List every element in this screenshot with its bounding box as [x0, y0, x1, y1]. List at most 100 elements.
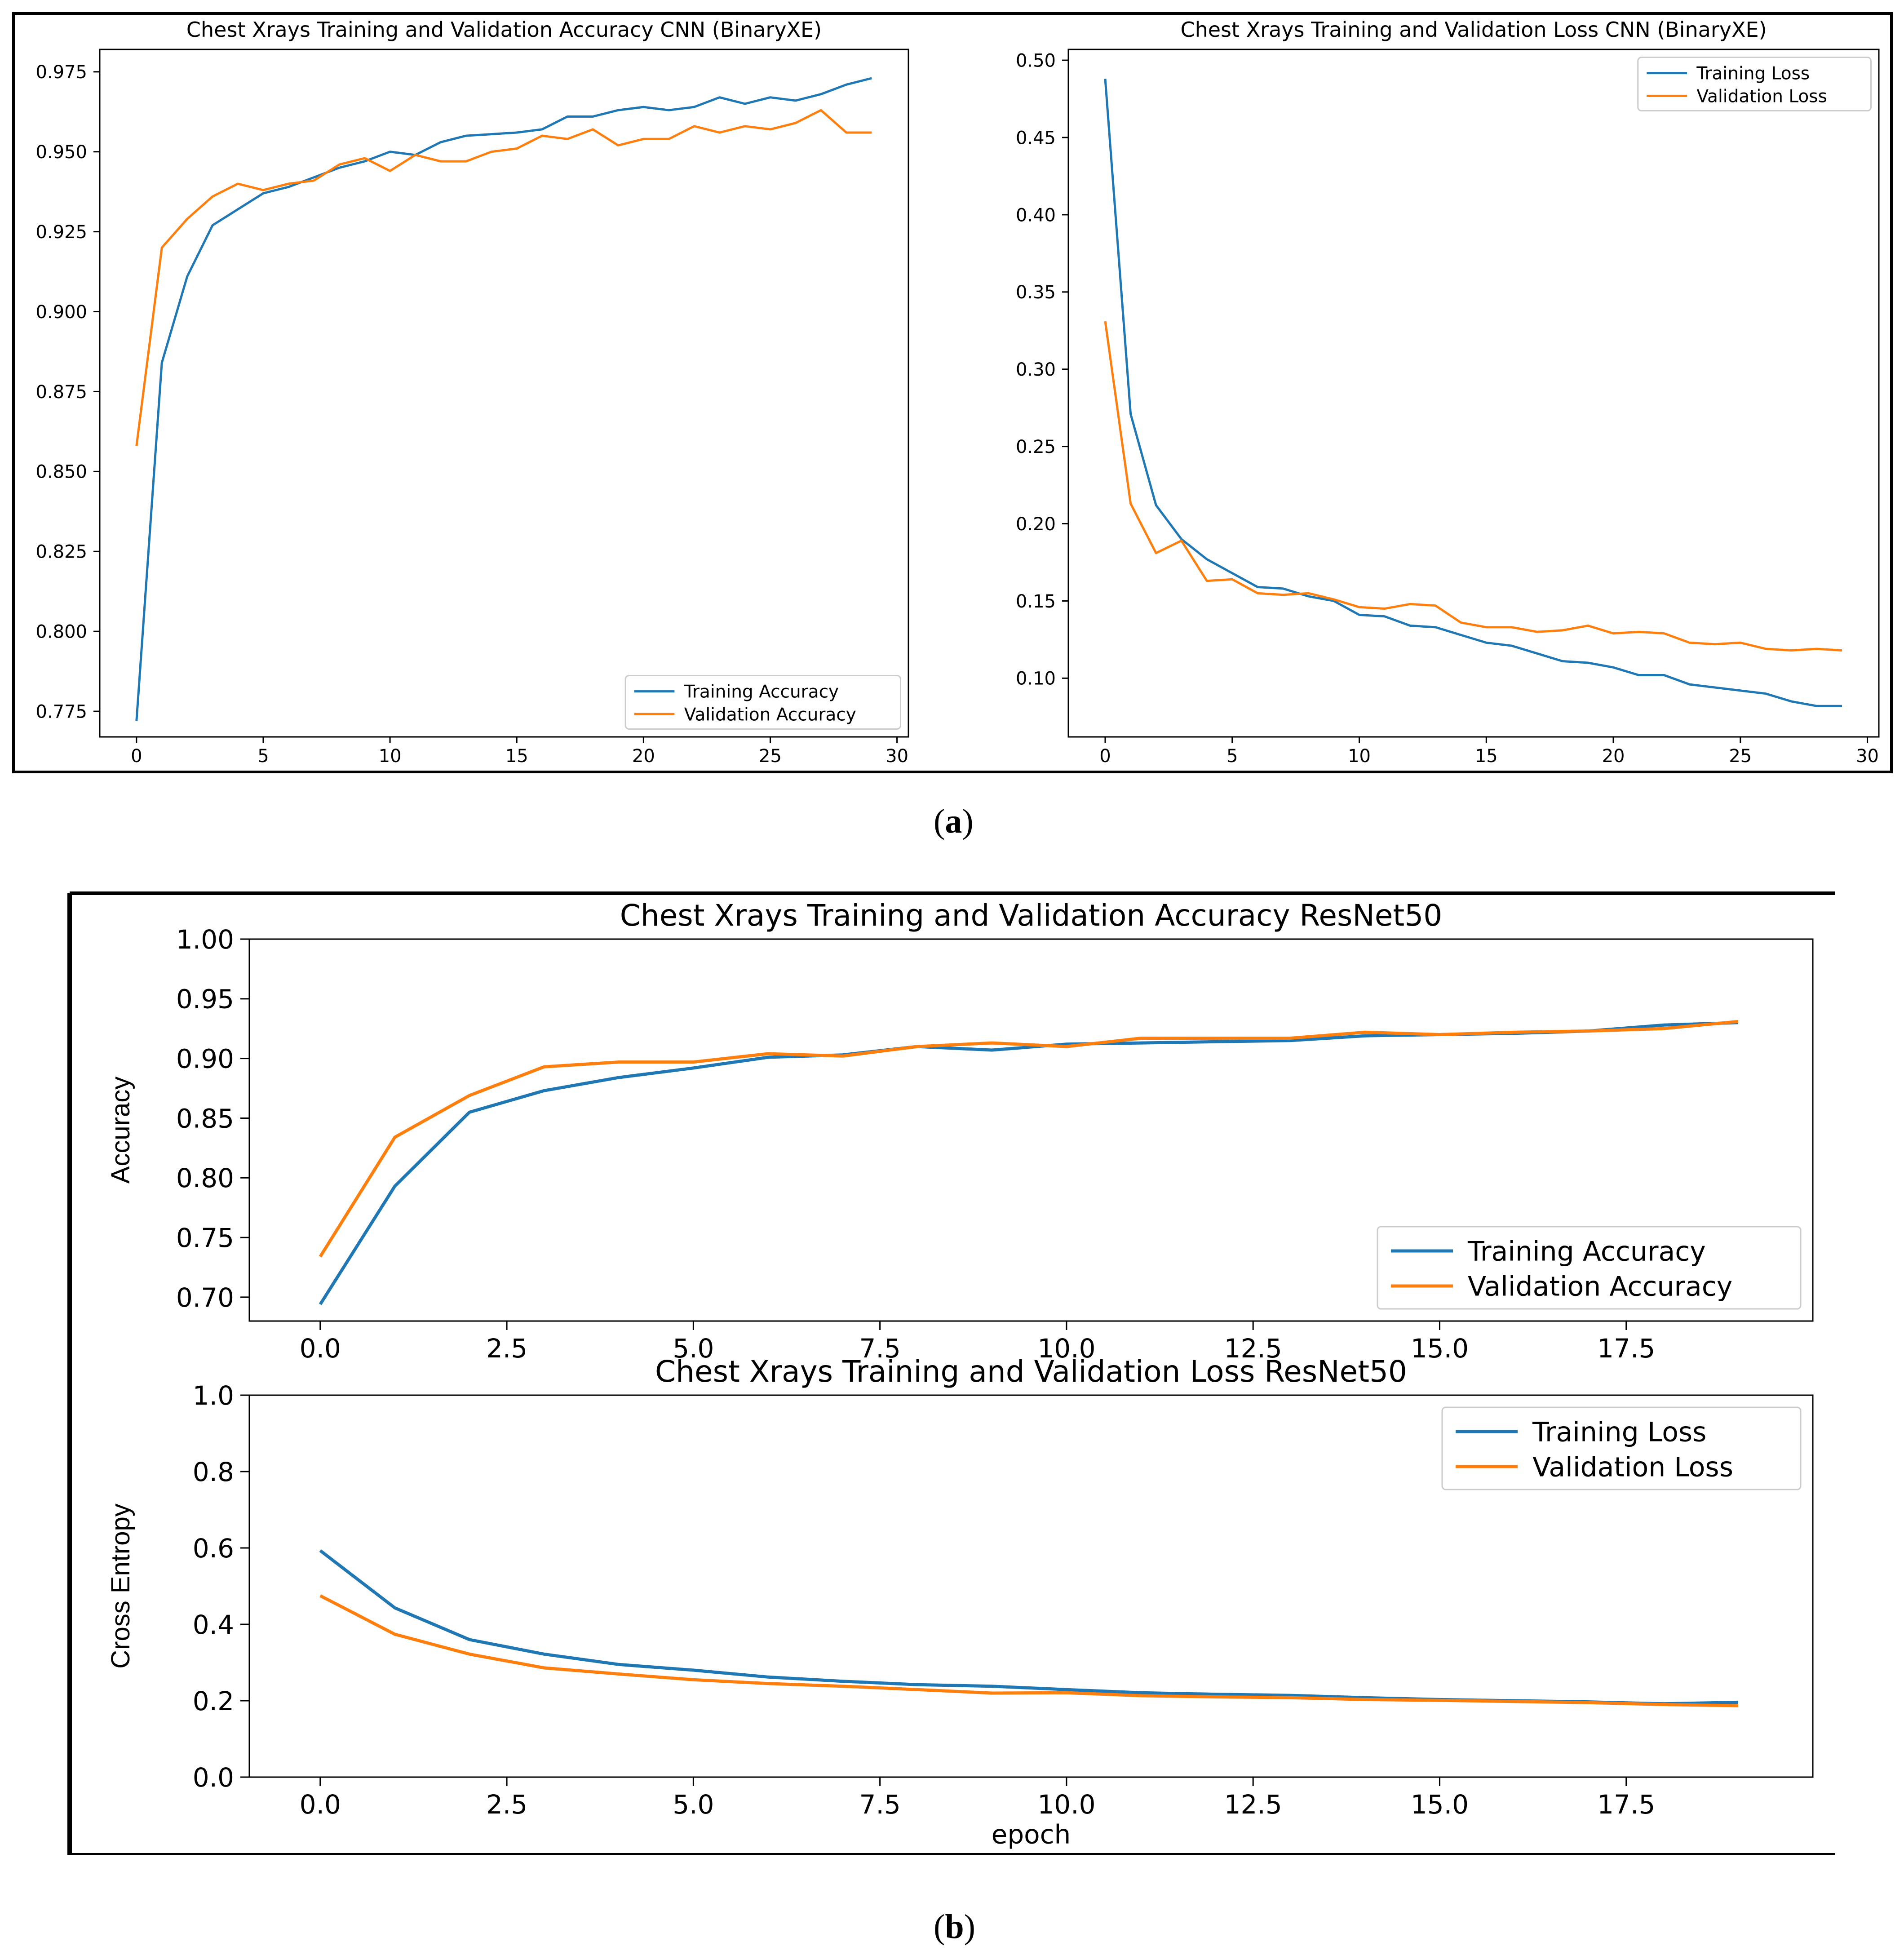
x-tick-label: 17.5	[1597, 1333, 1655, 1364]
series-line-training-accuracy	[135, 77, 872, 721]
caption-a: (a)	[934, 803, 974, 840]
x-tick-label: 10.0	[1037, 1333, 1095, 1364]
x-tick-label: 5.0	[673, 1789, 714, 1820]
x-tick-label: 2.5	[486, 1789, 527, 1820]
x-tick-label: 0	[131, 746, 142, 767]
legend-label: Training Accuracy	[1467, 1236, 1706, 1268]
x-tick-label: 7.5	[859, 1333, 901, 1364]
chart-title: Chest Xrays Training and Validation Loss…	[655, 1354, 1407, 1389]
legend-label: Training Loss	[1532, 1417, 1706, 1448]
y-tick-label: 1.00	[176, 924, 234, 955]
caption-b-letter: b	[945, 1908, 964, 1946]
y-tick-label: 1.0	[193, 1380, 234, 1411]
y-tick-label: 0.8	[193, 1457, 234, 1487]
legend-label: Validation Loss	[1696, 86, 1827, 106]
x-tick-label: 30	[1856, 746, 1879, 767]
x-tick-label: 15	[1475, 746, 1498, 767]
x-tick-label: 12.5	[1224, 1789, 1282, 1820]
y-tick-label: 0.2	[193, 1686, 234, 1716]
panel-a-frame	[12, 12, 1893, 773]
x-tick-label: 15	[505, 746, 528, 767]
chart-cnn_accuracy: Chest Xrays Training and Validation Accu…	[35, 18, 909, 767]
x-tick-label: 20	[1602, 746, 1625, 767]
legend-label: Validation Accuracy	[684, 705, 856, 725]
legend-label: Training Loss	[1696, 64, 1810, 84]
x-tick-label: 15.0	[1411, 1333, 1469, 1364]
y-tick-label: 0.975	[35, 62, 87, 83]
chart-title: Chest Xrays Training and Validation Accu…	[186, 18, 822, 42]
legend-box	[624, 675, 901, 730]
axes-frame	[248, 938, 1814, 1322]
series-line-validation-loss	[319, 1594, 1738, 1707]
legend-label: Validation Loss	[1532, 1452, 1733, 1483]
x-tick-label: 10	[1348, 746, 1371, 767]
y-tick-label: 0.15	[1016, 591, 1056, 612]
charts-layer: Chest Xrays Training and Validation Accu…	[35, 18, 1880, 1850]
legend-label: Training Accuracy	[684, 682, 839, 702]
x-tick-label: 12.5	[1224, 1333, 1282, 1364]
x-tick-label: 25	[1729, 746, 1752, 767]
series-line-validation-loss	[1104, 321, 1842, 652]
chart-title: Chest Xrays Training and Validation Loss…	[1180, 18, 1767, 42]
x-tick-label: 7.5	[859, 1789, 901, 1820]
x-tick-label: 20	[632, 746, 655, 767]
y-tick-label: 0.80	[176, 1163, 234, 1193]
x-tick-label: 25	[759, 746, 782, 767]
y-tick-label: 0.50	[1016, 50, 1056, 71]
y-tick-label: 0.0	[193, 1762, 234, 1793]
axes-frame	[1067, 49, 1880, 738]
y-tick-label: 0.875	[35, 382, 87, 403]
series-line-training-loss	[1104, 79, 1842, 707]
y-tick-label: 0.25	[1016, 437, 1056, 457]
y-tick-label: 0.35	[1016, 282, 1056, 303]
y-tick-label: 0.10	[1016, 669, 1056, 689]
series-line-training-loss	[319, 1549, 1738, 1706]
panel-b-frame	[67, 891, 1835, 1855]
y-tick-label: 0.40	[1016, 205, 1056, 226]
x-tick-label: 2.5	[486, 1333, 527, 1364]
series-line-validation-accuracy	[319, 1020, 1739, 1258]
x-tick-label: 10.0	[1037, 1789, 1095, 1820]
y-tick-label: 0.775	[35, 701, 87, 722]
y-tick-label: 0.825	[35, 542, 87, 563]
x-tick-label: 5.0	[673, 1333, 714, 1364]
legend-label: Validation Accuracy	[1468, 1271, 1732, 1303]
y-tick-label: 0.800	[35, 622, 87, 643]
y-tick-label: 0.4	[193, 1610, 234, 1640]
y-tick-label: 0.75	[176, 1223, 234, 1253]
x-tick-label: 30	[886, 746, 908, 767]
axes-frame	[248, 1394, 1814, 1778]
chart-cnn_loss: Chest Xrays Training and Validation Loss…	[1016, 18, 1880, 767]
x-tick-label: 17.5	[1597, 1789, 1655, 1820]
y-tick-label: 0.95	[176, 984, 234, 1015]
x-tick-label: 0	[1099, 746, 1111, 767]
legend: Training Loss Validation Loss	[1441, 1406, 1802, 1490]
x-axis-label: epoch	[992, 1819, 1071, 1850]
chart-title: Chest Xrays Training and Validation Accu…	[620, 898, 1442, 933]
caption-a-letter: a	[945, 803, 962, 840]
y-tick-label: 0.950	[35, 142, 87, 163]
chart-resnet_loss: Chest Xrays Training and Validation Loss…	[106, 1354, 1814, 1850]
x-tick-label: 15.0	[1411, 1789, 1469, 1820]
y-tick-label: 0.85	[176, 1103, 234, 1134]
y-tick-label: 0.70	[176, 1282, 234, 1313]
y-tick-label: 0.45	[1016, 128, 1056, 148]
caption-b: (b)	[934, 1908, 975, 1946]
y-tick-label: 0.30	[1016, 359, 1056, 380]
legend-box	[1637, 57, 1872, 111]
legend-box	[1441, 1406, 1802, 1490]
y-axis-label: Cross Entropy	[106, 1503, 135, 1668]
y-tick-label: 0.6	[193, 1533, 234, 1564]
axes-frame	[99, 49, 909, 738]
x-tick-label: 10	[379, 746, 402, 767]
chart-resnet_accuracy: Chest Xrays Training and Validation Accu…	[106, 898, 1814, 1364]
legend: Training Accuracy Validation Accuracy	[624, 675, 901, 730]
series-line-validation-accuracy	[135, 109, 872, 446]
y-tick-label: 0.850	[35, 462, 87, 483]
y-tick-label: 0.20	[1016, 514, 1056, 535]
y-tick-label: 0.900	[35, 302, 87, 323]
x-tick-label: 5	[257, 746, 269, 767]
x-tick-label: 5	[1227, 746, 1238, 767]
